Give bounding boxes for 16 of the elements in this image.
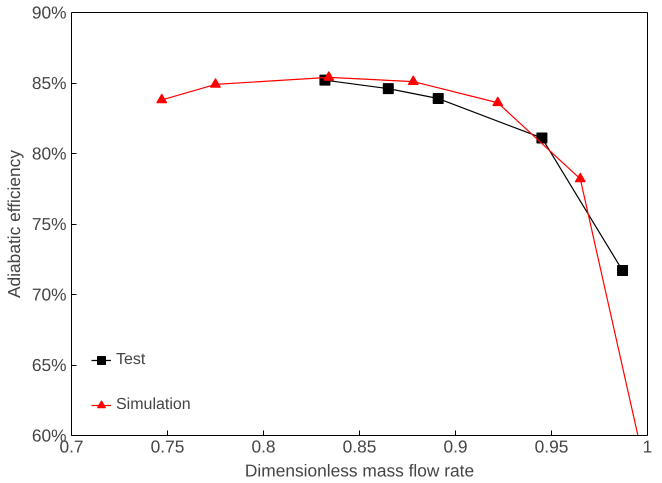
y-tick-label: 75% xyxy=(32,214,67,234)
legend-label: Simulation xyxy=(116,396,191,414)
y-tick-label: 90% xyxy=(32,2,67,22)
x-tick-label: 0.75 xyxy=(150,436,184,456)
legend-label: Test xyxy=(116,351,146,369)
y-tick-label: 65% xyxy=(32,355,67,375)
x-tick-label: 0.85 xyxy=(342,436,376,456)
x-tick-label: 1 xyxy=(642,436,652,456)
y-tick-label: 70% xyxy=(32,284,67,304)
y-axis-title: Adiabatic efficiency xyxy=(4,150,24,298)
y-tick-label: 80% xyxy=(32,144,67,164)
x-tick-label: 0.8 xyxy=(251,436,276,456)
x-tick-label: 0.95 xyxy=(534,436,568,456)
y-tick-label: 85% xyxy=(32,73,67,93)
x-axis-title: Dimensionless mass flow rate xyxy=(244,460,474,480)
x-tick-label: 0.9 xyxy=(443,436,468,456)
